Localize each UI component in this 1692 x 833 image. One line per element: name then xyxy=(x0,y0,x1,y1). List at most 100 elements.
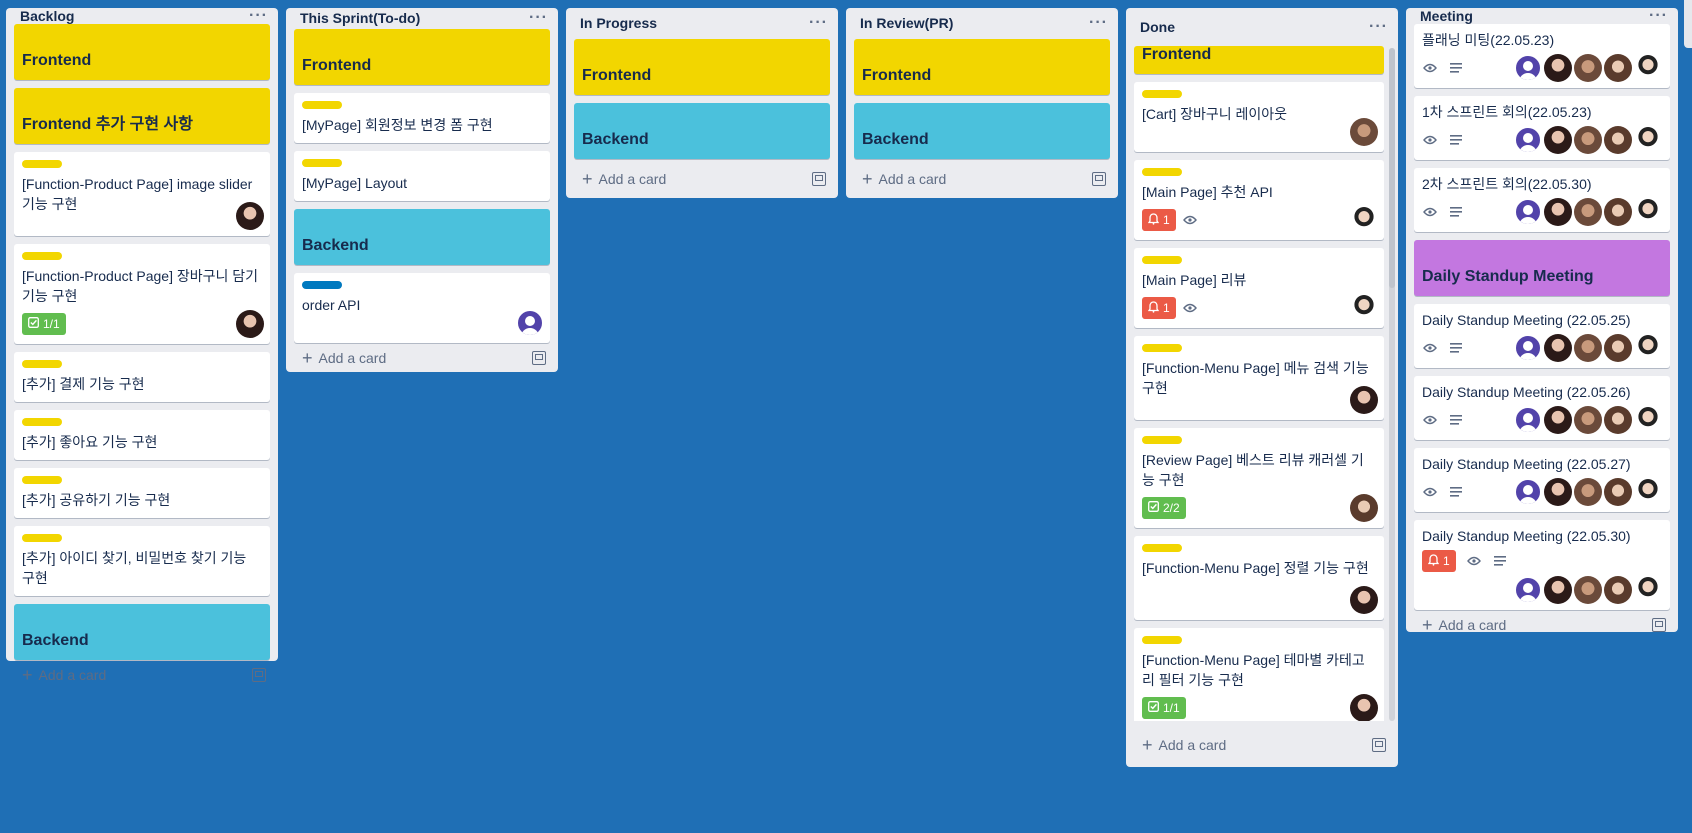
add-card-button[interactable]: + Add a card xyxy=(6,666,278,684)
member-avatar[interactable] xyxy=(1574,576,1602,604)
member-avatar-generic[interactable] xyxy=(1514,576,1542,604)
member-avatar[interactable] xyxy=(1634,576,1662,604)
member-avatar[interactable] xyxy=(1350,694,1378,721)
checklist-badge[interactable]: 1/1 xyxy=(1142,697,1186,719)
member-avatar-generic[interactable] xyxy=(1514,126,1542,154)
cover-card[interactable]: Frontend 추가 구현 사항 xyxy=(14,88,270,144)
member-avatar[interactable] xyxy=(1544,334,1572,362)
meeting-card[interactable]: 2차 스프린트 회의(22.05.30) xyxy=(1414,168,1670,232)
member-avatar[interactable] xyxy=(1604,576,1632,604)
card-label[interactable] xyxy=(22,160,62,168)
member-avatar-generic[interactable] xyxy=(1514,478,1542,506)
create-from-template-icon[interactable] xyxy=(1652,618,1666,632)
checklist-badge[interactable]: 2/2 xyxy=(1142,497,1186,519)
member-avatar[interactable] xyxy=(1574,406,1602,434)
list-title[interactable]: This Sprint(To-do) xyxy=(300,10,421,27)
member-avatar[interactable] xyxy=(1634,406,1662,434)
card[interactable]: [Review Page] 베스트 리뷰 캐러셀 기능 구현 2/2 xyxy=(1134,428,1384,528)
member-avatar[interactable] xyxy=(1604,334,1632,362)
card-label[interactable] xyxy=(22,534,62,542)
member-avatar[interactable] xyxy=(1350,206,1378,234)
list-title[interactable]: Meeting xyxy=(1420,8,1473,24)
list-menu-button[interactable]: ··· xyxy=(1089,14,1108,32)
list-title[interactable]: Done xyxy=(1140,19,1175,35)
card[interactable]: [Function-Menu Page] 정렬 기능 구현 xyxy=(1134,536,1384,620)
cover-card[interactable]: Backend xyxy=(854,102,1110,159)
member-avatar[interactable] xyxy=(1574,198,1602,226)
checklist-badge[interactable]: 1/1 xyxy=(22,313,66,335)
member-avatar-generic[interactable] xyxy=(1514,54,1542,82)
create-from-template-icon[interactable] xyxy=(1092,172,1106,187)
cover-card[interactable]: Frontend xyxy=(854,38,1110,95)
member-avatar[interactable] xyxy=(1634,478,1662,506)
card[interactable]: [Function-Menu Page] 테마별 카테고리 필터 기능 구현 1/… xyxy=(1134,628,1384,721)
page-scrollbar[interactable] xyxy=(1684,0,1692,48)
list-menu-button[interactable]: ··· xyxy=(1369,18,1388,35)
member-avatar[interactable] xyxy=(1634,198,1662,226)
member-avatar[interactable] xyxy=(1544,54,1572,82)
card-label[interactable] xyxy=(1142,436,1182,444)
card[interactable]: [Main Page] 추천 API 1 xyxy=(1134,160,1384,240)
list-scrollbar-track[interactable] xyxy=(1389,48,1395,721)
card-label[interactable] xyxy=(22,360,62,368)
card[interactable]: [MyPage] 회원정보 변경 폼 구현 xyxy=(294,92,550,143)
meeting-card[interactable]: Daily Standup Meeting (22.05.25) xyxy=(1414,304,1670,368)
member-avatar[interactable] xyxy=(1544,406,1572,434)
meeting-card[interactable]: Daily Standup Meeting (22.05.30) 1 xyxy=(1414,520,1670,610)
card-label[interactable] xyxy=(22,476,62,484)
member-avatar-generic[interactable] xyxy=(1514,198,1542,226)
meeting-card[interactable]: 플래닝 미팅(22.05.23) xyxy=(1414,24,1670,88)
member-avatar[interactable] xyxy=(1574,334,1602,362)
member-avatar[interactable] xyxy=(236,202,264,230)
add-card-button[interactable]: + Add a card xyxy=(1126,727,1398,763)
member-avatar[interactable] xyxy=(1604,54,1632,82)
meeting-card[interactable]: Daily Standup Meeting (22.05.26) xyxy=(1414,376,1670,440)
card-label[interactable] xyxy=(1142,168,1182,176)
cover-card[interactable]: Daily Standup Meeting xyxy=(1414,240,1670,296)
list-title[interactable]: In Progress xyxy=(580,15,658,32)
list-scrollbar-thumb[interactable] xyxy=(1389,48,1395,288)
member-avatar[interactable] xyxy=(1544,126,1572,154)
notification-badge[interactable]: 1 xyxy=(1142,297,1176,319)
list-menu-button[interactable]: ··· xyxy=(249,7,268,24)
cover-card[interactable]: Frontend xyxy=(14,24,270,80)
member-avatar-generic[interactable] xyxy=(1514,406,1542,434)
add-card-button[interactable]: + Add a card xyxy=(286,349,558,368)
card[interactable]: [추가] 결제 기능 구현 xyxy=(14,352,270,402)
card-label[interactable] xyxy=(1142,90,1182,98)
card[interactable]: [추가] 좋아요 기능 구현 xyxy=(14,410,270,460)
card[interactable]: [Main Page] 리뷰 1 xyxy=(1134,248,1384,328)
list-title[interactable]: Backlog xyxy=(20,8,75,24)
cover-card[interactable]: Backend xyxy=(14,604,270,660)
card[interactable]: order API xyxy=(294,272,550,343)
card[interactable]: [추가] 아이디 찾기, 비밀번호 찾기 기능 구현 xyxy=(14,526,270,596)
card[interactable]: [추가] 공유하기 기능 구현 xyxy=(14,468,270,518)
cover-card[interactable]: Frontend xyxy=(574,38,830,95)
list-menu-button[interactable]: ··· xyxy=(529,9,548,27)
card-label[interactable] xyxy=(1142,636,1182,644)
cover-card[interactable]: Backend xyxy=(574,102,830,159)
card-label[interactable] xyxy=(1142,544,1182,552)
card-label[interactable] xyxy=(302,100,342,109)
list-menu-button[interactable]: ··· xyxy=(809,14,828,32)
member-avatar[interactable] xyxy=(1604,198,1632,226)
cover-card[interactable]: Backend xyxy=(294,208,550,265)
member-avatar[interactable] xyxy=(1544,576,1572,604)
card[interactable]: [Cart] 장바구니 레이아웃 xyxy=(1134,82,1384,152)
add-card-button[interactable]: + Add a card xyxy=(566,165,838,194)
member-avatar[interactable] xyxy=(1350,118,1378,146)
card-label[interactable] xyxy=(1142,344,1182,352)
member-avatar[interactable] xyxy=(1544,478,1572,506)
card[interactable]: [Function-Product Page] image slider 기능 … xyxy=(14,152,270,236)
card-label[interactable] xyxy=(22,418,62,426)
member-avatar[interactable] xyxy=(1604,126,1632,154)
card-label[interactable] xyxy=(22,252,62,260)
create-from-template-icon[interactable] xyxy=(1372,738,1386,752)
member-avatar[interactable] xyxy=(1634,334,1662,362)
member-avatar[interactable] xyxy=(1350,294,1378,322)
meeting-card[interactable]: Daily Standup Meeting (22.05.27) xyxy=(1414,448,1670,512)
member-avatar[interactable] xyxy=(1634,126,1662,154)
cover-card[interactable]: Frontend xyxy=(1134,46,1384,74)
meeting-card[interactable]: 1차 스프린트 회의(22.05.23) xyxy=(1414,96,1670,160)
member-avatar[interactable] xyxy=(1604,406,1632,434)
